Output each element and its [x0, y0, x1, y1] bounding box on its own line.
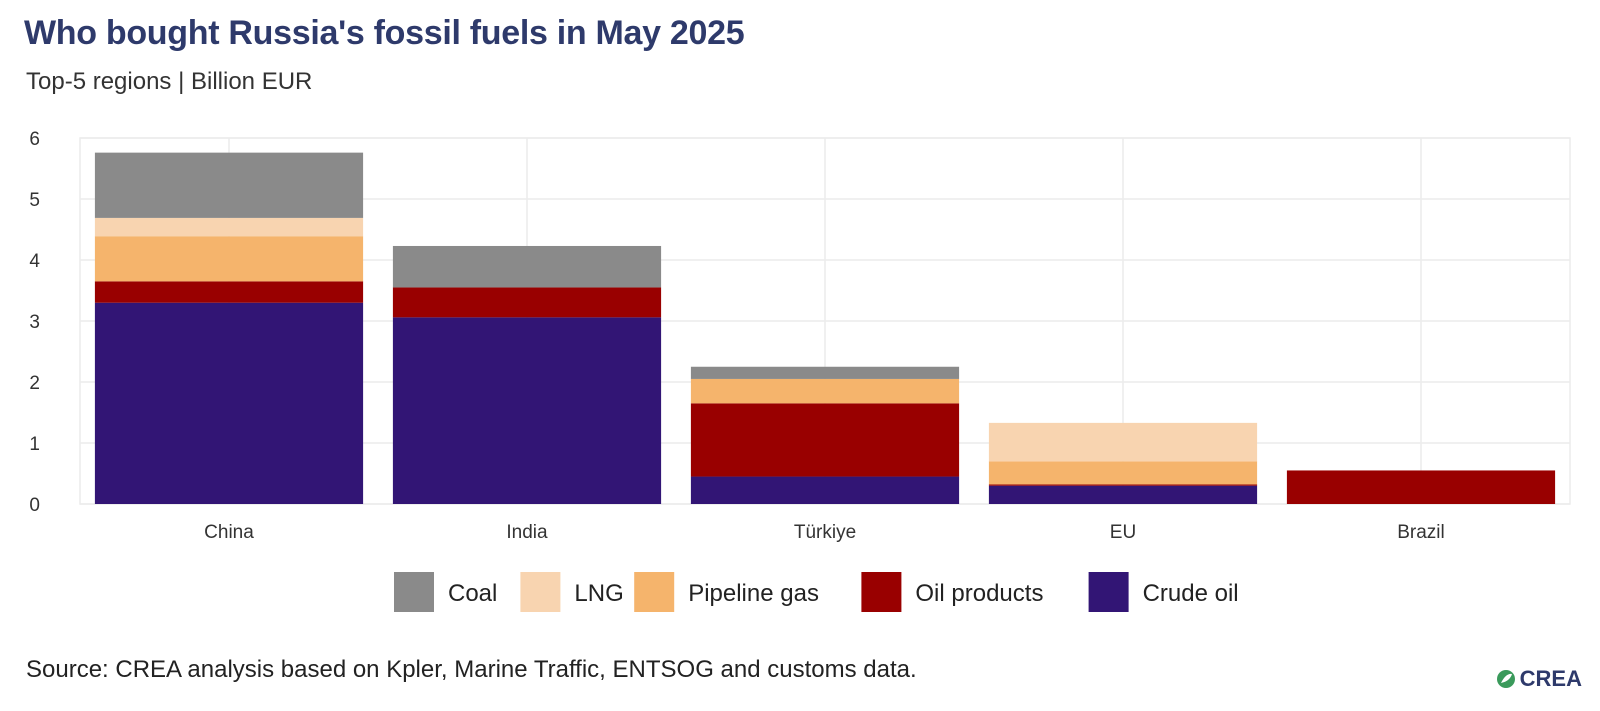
bar-segment [690, 476, 960, 504]
y-axis: 0 1 2 3 4 5 6 [29, 129, 40, 516]
leaf-icon [1496, 670, 1515, 688]
crea-logo: CREA [1496, 666, 1582, 692]
y-tick-label: 5 [29, 190, 40, 211]
chart-subtitle: Top-5 regions | Billion EUR [26, 68, 313, 95]
stacked-bar-chart: 0 1 2 3 4 5 6 China India Türkiye EU Brazil Coal LN… [29, 129, 1571, 612]
bar-segment [690, 378, 960, 404]
bar-segment [690, 403, 960, 477]
x-axis: China India Türkiye EU Brazil [204, 522, 1445, 543]
bar-segment [988, 422, 1258, 462]
bar-segment [94, 217, 364, 237]
x-tick-label: Brazil [1397, 522, 1445, 543]
y-tick-label: 0 [29, 495, 40, 516]
bar-segment [392, 245, 662, 288]
legend-key [1088, 572, 1129, 612]
x-tick-label: Türkiye [794, 522, 856, 543]
chart-title: Who bought Russia's fossil fuels in May … [24, 14, 745, 52]
y-tick-label: 4 [29, 251, 40, 272]
bar-segment [94, 302, 364, 504]
legend-key [861, 572, 902, 612]
bar-segment [94, 281, 364, 303]
x-tick-label: China [204, 522, 254, 543]
bar-segment [94, 152, 364, 218]
bar-segment [1286, 470, 1556, 504]
legend-label: Coal [448, 580, 497, 607]
logo-text: CREA [1519, 666, 1582, 691]
x-tick-label: India [506, 522, 548, 543]
source-note: Source: CREA analysis based on Kpler, Ma… [26, 656, 917, 683]
legend-label: Crude oil [1143, 580, 1239, 607]
y-tick-label: 2 [29, 373, 40, 394]
y-tick-label: 1 [29, 434, 40, 455]
bars [94, 152, 1556, 504]
legend-label: Oil products [915, 580, 1043, 607]
bar-segment [988, 461, 1258, 485]
legend-key [634, 572, 675, 612]
legend: Coal LNG Pipeline gas Oil products Crude oil [394, 572, 1239, 612]
y-tick-label: 3 [29, 312, 40, 333]
bar-segment [988, 484, 1258, 486]
legend-key [394, 572, 434, 612]
bar-segment [690, 366, 960, 379]
y-tick-label: 6 [29, 129, 40, 150]
legend-label: LNG [574, 580, 623, 607]
legend-key [520, 572, 561, 612]
bar-segment [392, 317, 662, 504]
bar-segment [392, 287, 662, 318]
legend-label: Pipeline gas [688, 580, 819, 607]
x-tick-label: EU [1110, 522, 1136, 543]
bar-segment [988, 485, 1258, 504]
bar-segment [94, 236, 364, 282]
